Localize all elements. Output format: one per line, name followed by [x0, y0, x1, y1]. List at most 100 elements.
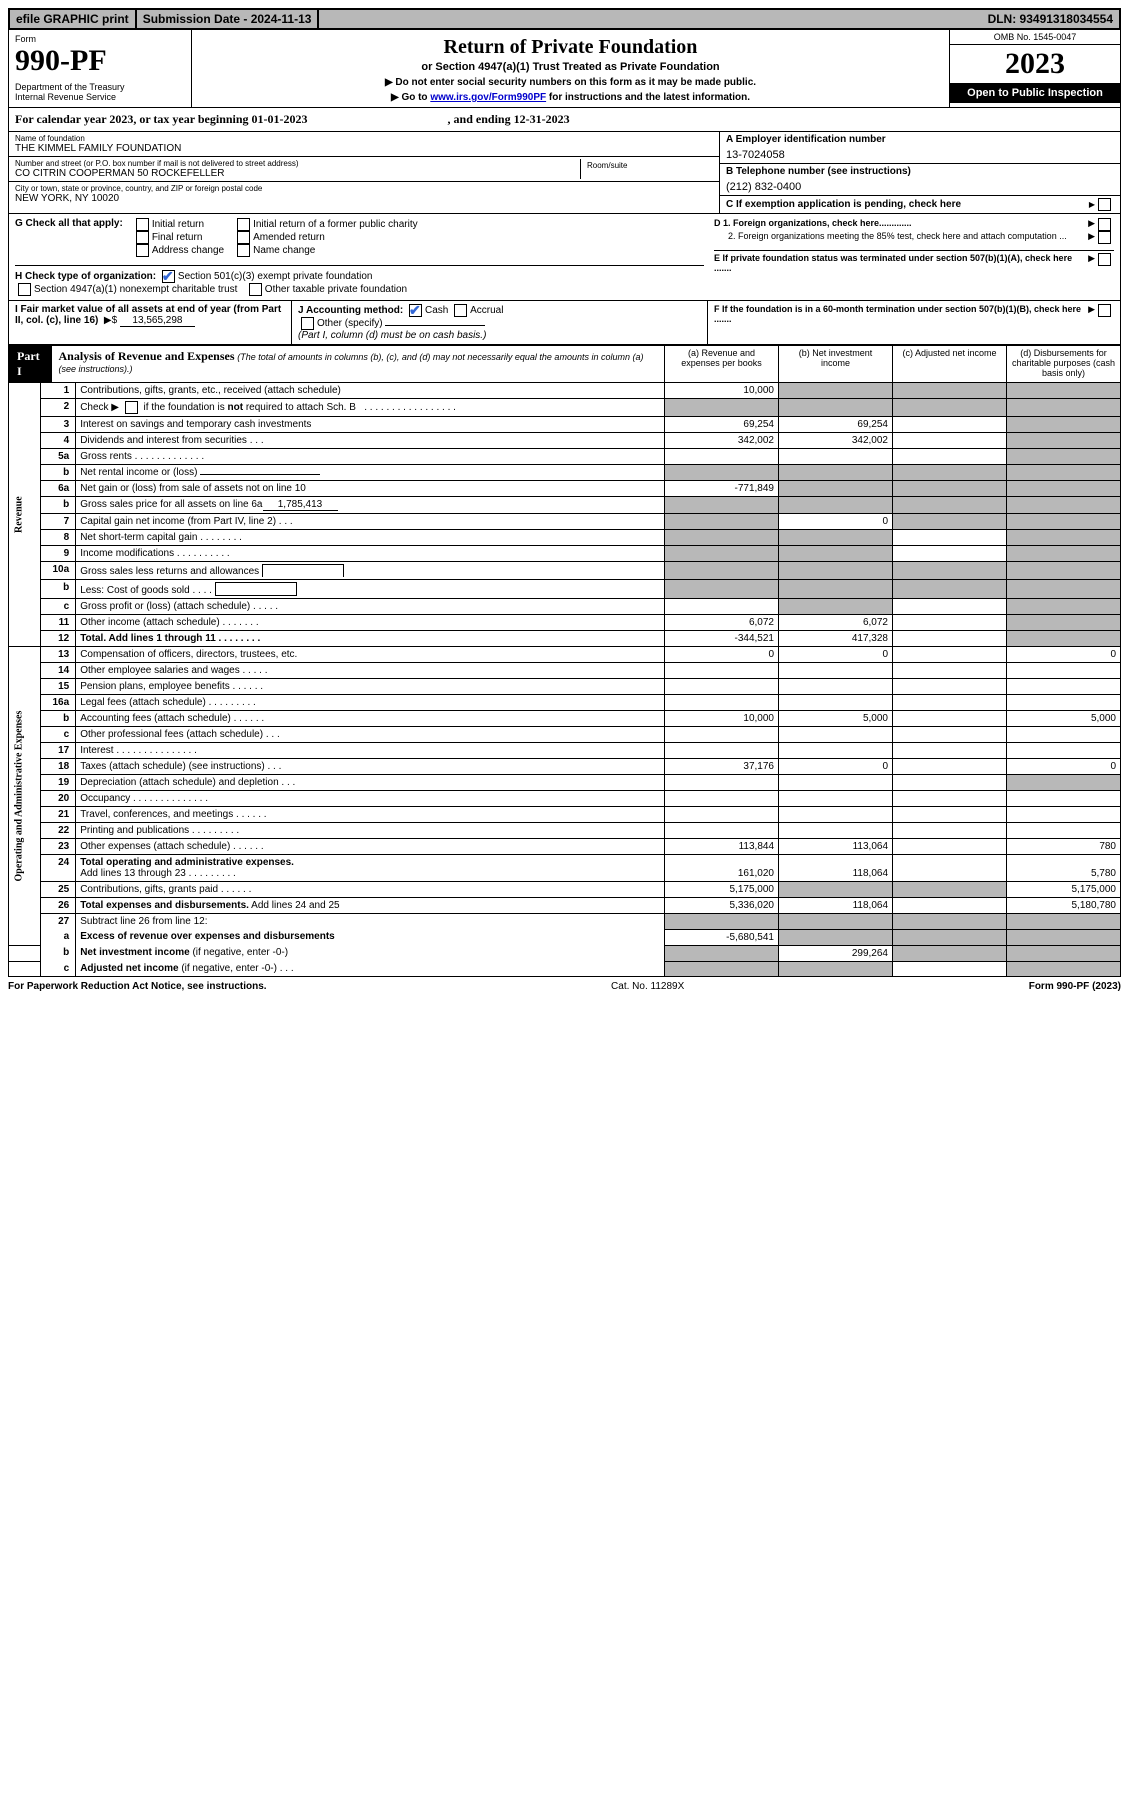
ein: 13-7024058: [726, 145, 1114, 161]
cb-cash[interactable]: [409, 304, 422, 317]
irs-link[interactable]: www.irs.gov/Form990PF: [430, 92, 546, 103]
row-27a: aExcess of revenue over expenses and dis…: [9, 929, 1121, 945]
r8-a: [665, 530, 779, 546]
r10c-desc: Gross profit or (loss) (attach schedule)…: [76, 599, 665, 615]
r5a-a: [665, 449, 779, 465]
r20-desc: Occupancy . . . . . . . . . . . . . .: [76, 791, 665, 807]
row-26: 26Total expenses and disbursements. Add …: [9, 898, 1121, 914]
r15-num: 15: [41, 679, 76, 695]
r14-b: [779, 663, 893, 679]
row-1: Revenue 1Contributions, gifts, grants, e…: [9, 383, 1121, 399]
cb-accrual[interactable]: [454, 304, 467, 317]
r10c-a: [665, 599, 779, 615]
expenses-vlabel: Operating and Administrative Expenses: [9, 647, 41, 946]
r23-d: 780: [1007, 839, 1121, 855]
r10a-desc: Gross sales less returns and allowances: [76, 562, 665, 580]
r27-b: [779, 914, 893, 930]
cb-final[interactable]: [136, 231, 149, 244]
cb-501c3[interactable]: [162, 270, 175, 283]
r10c-num: c: [41, 599, 76, 615]
r1-desc: Contributions, gifts, grants, etc., rece…: [76, 383, 665, 399]
cb-address[interactable]: [136, 244, 149, 257]
r25-num: 25: [41, 882, 76, 898]
r25-b: [779, 882, 893, 898]
r10a-d: [1007, 562, 1121, 580]
cb-d2[interactable]: [1098, 231, 1111, 244]
r27a-c: [893, 929, 1007, 945]
opt-other-tax: Other taxable private foundation: [265, 284, 407, 295]
efile-label: efile GRAPHIC print: [10, 10, 137, 28]
r23-b: 113,064: [779, 839, 893, 855]
info-grid: Name of foundation THE KIMMEL FAMILY FOU…: [8, 132, 1121, 214]
r2-b: [779, 399, 893, 417]
r16b-desc: Accounting fees (attach schedule) . . . …: [76, 711, 665, 727]
j-section: J Accounting method: Cash Accrual Other …: [291, 301, 707, 344]
r3-a: 69,254: [665, 417, 779, 433]
row-6a: 6aNet gain or (loss) from sale of assets…: [9, 481, 1121, 497]
r6a-d: [1007, 481, 1121, 497]
r9-desc: Income modifications . . . . . . . . . .: [76, 546, 665, 562]
cb-schb[interactable]: [125, 401, 138, 414]
r14-d: [1007, 663, 1121, 679]
r22-num: 22: [41, 823, 76, 839]
cb-f[interactable]: [1098, 304, 1111, 317]
open-inspection: Open to Public Inspection: [950, 83, 1120, 103]
r17-num: 17: [41, 743, 76, 759]
row-5a: 5aGross rents . . . . . . . . . . . . .: [9, 449, 1121, 465]
cb-other-acct[interactable]: [301, 317, 314, 330]
r26-b: 118,064: [779, 898, 893, 914]
cb-4947[interactable]: [18, 283, 31, 296]
room-suite: Room/suite: [580, 159, 713, 179]
c-label: C If exemption application is pending, c…: [726, 199, 1089, 210]
r16c-a: [665, 727, 779, 743]
row-16c: cOther professional fees (attach schedul…: [9, 727, 1121, 743]
address-cell: Number and street (or P.O. box number if…: [9, 157, 719, 182]
cb-d1[interactable]: [1098, 218, 1111, 231]
opt-4947: Section 4947(a)(1) nonexempt charitable …: [34, 284, 237, 295]
f-section: F If the foundation is in a 60-month ter…: [707, 301, 1120, 344]
opt-501c3: Section 501(c)(3) exempt private foundat…: [178, 271, 373, 282]
row-13: Operating and Administrative Expenses 13…: [9, 647, 1121, 663]
cb-initial-former[interactable]: [237, 218, 250, 231]
r27b-c: [893, 945, 1007, 961]
opt-initial-former: Initial return of a former public charit…: [253, 219, 418, 230]
cb-initial[interactable]: [136, 218, 149, 231]
r27a-desc: Excess of revenue over expenses and disb…: [76, 929, 665, 945]
cb-name-change[interactable]: [237, 244, 250, 257]
r21-b: [779, 807, 893, 823]
r5b-desc: Net rental income or (loss): [76, 465, 665, 481]
r14-a: [665, 663, 779, 679]
r3-desc: Interest on savings and temporary cash i…: [76, 417, 665, 433]
row-8: 8Net short-term capital gain . . . . . .…: [9, 530, 1121, 546]
cal-a: For calendar year 2023, or tax year begi…: [15, 112, 308, 127]
cb-amended[interactable]: [237, 231, 250, 244]
row-2: 2Check ▶ if the foundation is not requir…: [9, 399, 1121, 417]
footer-right: Form 990-PF (2023): [1029, 981, 1121, 992]
r11-b: 6,072: [779, 615, 893, 631]
cb-other-tax[interactable]: [249, 283, 262, 296]
r4-d: [1007, 433, 1121, 449]
r22-desc: Printing and publications . . . . . . . …: [76, 823, 665, 839]
r21-c: [893, 807, 1007, 823]
form-title: Return of Private Foundation: [202, 36, 939, 59]
r16b-b: 5,000: [779, 711, 893, 727]
city: NEW YORK, NY 10020: [15, 193, 713, 204]
r27c-c: [893, 961, 1007, 977]
opt-name-change: Name change: [253, 245, 315, 256]
r10a-b: [779, 562, 893, 580]
r26-c: [893, 898, 1007, 914]
r24-desc: Total operating and administrative expen…: [76, 855, 665, 882]
col-a-hdr: (a) Revenue and expenses per books: [665, 346, 779, 383]
r6b-a: [665, 497, 779, 514]
c-cell: C If exemption application is pending, c…: [720, 196, 1120, 213]
r27c-b: [779, 961, 893, 977]
row-18: 18Taxes (attach schedule) (see instructi…: [9, 759, 1121, 775]
row-10b: bLess: Cost of goods sold . . . .: [9, 580, 1121, 599]
c-checkbox[interactable]: [1098, 198, 1111, 211]
submission-date: Submission Date - 2024-11-13: [137, 10, 320, 28]
cb-e[interactable]: [1098, 253, 1111, 266]
r1-a: 10,000: [665, 383, 779, 399]
r8-desc: Net short-term capital gain . . . . . . …: [76, 530, 665, 546]
r27b-b: 299,264: [779, 945, 893, 961]
r18-d: 0: [1007, 759, 1121, 775]
